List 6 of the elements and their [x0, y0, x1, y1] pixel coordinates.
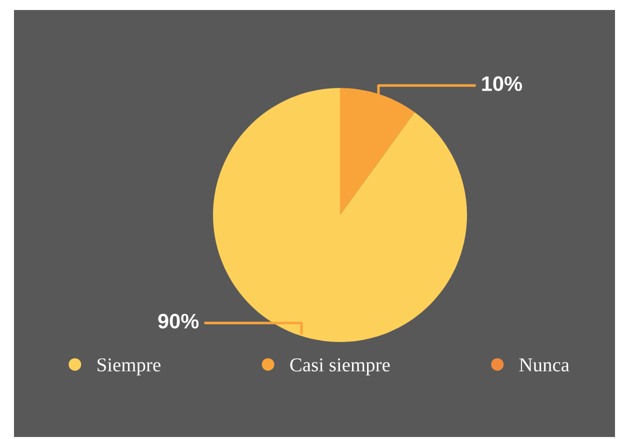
legend-label: Casi siempre: [290, 358, 390, 376]
legend-label: Nunca: [519, 358, 570, 372]
legend-label: Siempre: [98, 358, 160, 376]
data-label: 90%: [158, 314, 199, 329]
pie-slice: [213, 88, 467, 342]
data-label: 10%: [482, 76, 522, 92]
